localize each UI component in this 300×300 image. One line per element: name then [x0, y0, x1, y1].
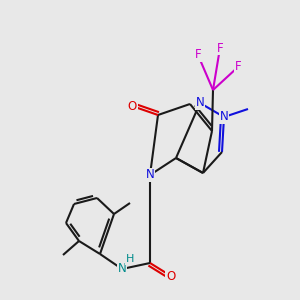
Text: N: N	[220, 110, 228, 124]
Text: N: N	[196, 97, 204, 110]
Text: F: F	[235, 61, 241, 74]
Text: N: N	[118, 262, 126, 275]
Text: N: N	[146, 169, 154, 182]
Text: H: H	[126, 254, 134, 264]
Text: F: F	[217, 41, 223, 55]
Text: F: F	[195, 49, 201, 62]
Text: O: O	[128, 100, 136, 112]
Text: O: O	[167, 269, 176, 283]
